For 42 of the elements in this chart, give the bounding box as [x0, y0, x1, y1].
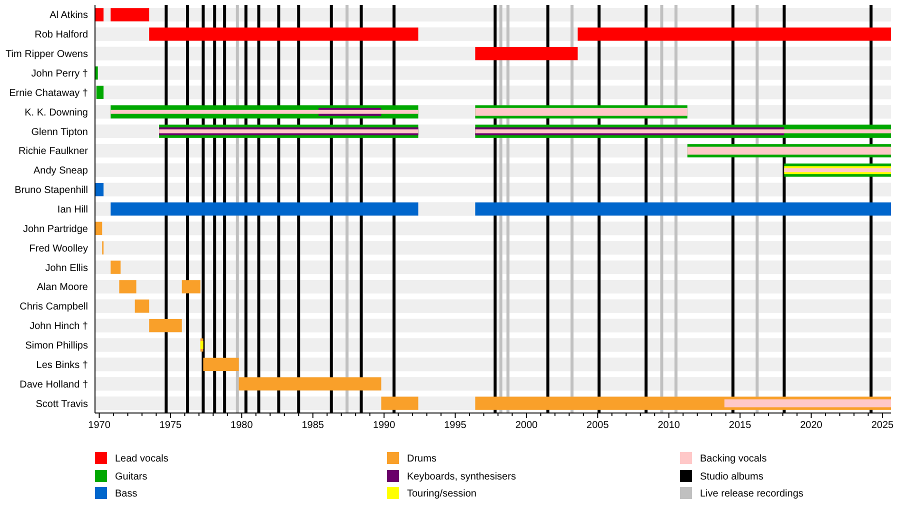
y-tick-label: John Partridge — [22, 224, 88, 235]
legend-label: Studio albums — [700, 472, 764, 482]
y-tick-label: K. K. Downing — [24, 107, 88, 118]
legend-label: Guitars — [115, 472, 148, 482]
x-tick-label: 1970 — [88, 420, 111, 431]
x-tick-label: 1995 — [444, 420, 467, 431]
legend-label: Live release recordings — [700, 488, 804, 500]
y-tick-label: Chris Campbell — [20, 302, 88, 313]
y-tick-label: John Perry † — [31, 68, 88, 80]
y-tick-label: Simon Phillips — [25, 340, 88, 352]
x-tick-label: 2025 — [871, 420, 894, 431]
x-tick-label: 2015 — [728, 420, 752, 431]
legend-label: Bass — [115, 488, 138, 500]
x-tick-label: 2005 — [586, 420, 610, 431]
legend-label: Touring/session — [407, 488, 476, 500]
y-tick-label: Fred Woolley — [29, 243, 88, 254]
y-tick-label: Andy Sneap — [34, 166, 88, 177]
y-tick-label: Scott Travis — [36, 398, 88, 410]
x-tick-label: 2000 — [515, 420, 538, 431]
y-tick-label: Al Atkins — [50, 10, 88, 22]
legend-label: Drums — [407, 454, 436, 464]
legend-label: Keyboards, synthesisers — [407, 472, 516, 482]
y-tick-label: Richie Faulkner — [18, 146, 89, 158]
y-tick-label: Ian Hill — [57, 204, 88, 216]
y-tick-label: John Hinch † — [30, 321, 88, 332]
y-tick-label: Rob Halford — [34, 30, 88, 41]
y-tick-label: Dave Holland † — [20, 379, 88, 390]
y-tick-label: Alan Moore — [36, 282, 88, 294]
y-tick-label: Ernie Chataway † — [9, 88, 88, 99]
legend-label: Lead vocals — [115, 454, 168, 464]
legend-label: Backing vocals — [700, 454, 767, 464]
y-tick-label: John Ellis — [45, 262, 88, 274]
x-tick-label: 1990 — [372, 420, 396, 431]
x-tick-label: 1985 — [302, 420, 324, 431]
x-tick-label: 2020 — [800, 420, 823, 431]
y-tick-label: Tim Ripper Owens — [6, 49, 88, 60]
y-tick-label: Les Binks † — [36, 360, 88, 371]
x-tick-label: 1975 — [159, 420, 182, 431]
y-tick-label: Bruno Stapenhill — [14, 185, 88, 196]
y-tick-label: Glenn Tipton — [31, 126, 88, 138]
x-tick-label: 1980 — [230, 420, 254, 431]
x-tick-label: 2010 — [658, 420, 680, 431]
